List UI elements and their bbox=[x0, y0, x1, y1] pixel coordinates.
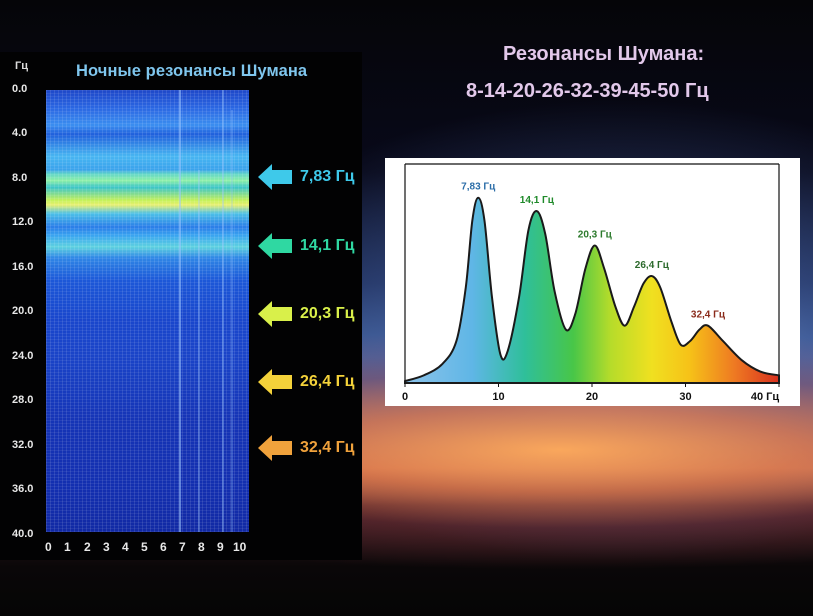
x-tick-label: 40 Гц bbox=[751, 391, 780, 403]
spectrum-peak-label: 32,4 Гц bbox=[691, 310, 726, 321]
spectrum-peak-label: 26,4 Гц bbox=[635, 260, 670, 271]
arrow-shaft bbox=[272, 238, 292, 253]
x-tick-label: 3 bbox=[103, 540, 110, 554]
x-tick-label: 10 bbox=[233, 540, 247, 554]
arrow-left-icon bbox=[258, 368, 272, 395]
y-tick-label: 32.0 bbox=[12, 439, 34, 451]
spectrogram-heatmap bbox=[46, 90, 249, 532]
frequency-arrow: 14,1 Гц bbox=[258, 232, 355, 259]
spectrogram-streak bbox=[179, 90, 181, 532]
spectrum-x-ticks: 0 10 20 30 40 Гц bbox=[402, 383, 780, 403]
y-tick-label: 12.0 bbox=[12, 216, 34, 228]
y-tick-label: 4.0 bbox=[12, 127, 28, 139]
x-tick-label: 6 bbox=[160, 540, 167, 554]
arrow-shaft bbox=[272, 441, 292, 456]
frequency-arrow-label: 20,3 Гц bbox=[300, 305, 355, 323]
x-tick-label: 10 bbox=[492, 391, 504, 403]
spectrum-chart: 7,83 Гц 14,1 Гц 20,3 Гц 26,4 Гц 32,4 Гц 0 10 2… bbox=[402, 163, 780, 403]
frequency-arrow-label: 26,4 Гц bbox=[300, 372, 355, 390]
spectrum-area bbox=[404, 196, 780, 384]
y-tick-label: 40.0 bbox=[12, 528, 34, 540]
arrow-shaft bbox=[272, 169, 292, 184]
x-tick-label: 1 bbox=[64, 540, 71, 554]
spectrogram-texture bbox=[46, 90, 249, 532]
frequency-arrow-label: 7,83 Гц bbox=[300, 167, 355, 185]
spectrogram-streak bbox=[231, 110, 233, 532]
arrow-shaft bbox=[272, 307, 292, 322]
spectrum-peak-label: 7,83 Гц bbox=[461, 182, 496, 193]
y-tick-label: 8.0 bbox=[12, 172, 28, 184]
arrow-left-icon bbox=[258, 163, 272, 190]
spectrogram-unit-label: Гц bbox=[15, 60, 28, 72]
frequency-arrow-label: 32,4 Гц bbox=[300, 439, 355, 457]
spectrum-peak-label: 14,1 Гц bbox=[520, 195, 555, 206]
y-tick-label: 20.0 bbox=[12, 305, 34, 317]
spectrogram-title: Ночные резонансы Шумана bbox=[76, 62, 308, 80]
headline-title: Резонансы Шумана: bbox=[503, 43, 705, 65]
x-tick-label: 5 bbox=[141, 540, 148, 554]
arrow-shaft bbox=[272, 374, 292, 389]
arrow-left-icon bbox=[258, 301, 272, 328]
x-tick-label: 0 bbox=[45, 540, 52, 554]
frequency-arrow: 32,4 Гц bbox=[258, 435, 355, 462]
x-tick-label: 8 bbox=[198, 540, 205, 554]
spectrum-chart-panel: 7,83 Гц 14,1 Гц 20,3 Гц 26,4 Гц 32,4 Гц 0 10 2… bbox=[385, 158, 800, 406]
x-tick-label: 7 bbox=[179, 540, 186, 554]
headline-frequencies: 8-14-20-26-32-39-45-50 Гц bbox=[466, 80, 709, 102]
frequency-arrow: 20,3 Гц bbox=[258, 301, 355, 328]
arrow-left-icon bbox=[258, 232, 272, 259]
x-tick-label: 2 bbox=[84, 540, 91, 554]
spectrum-peak-label: 20,3 Гц bbox=[578, 229, 613, 240]
spectrogram-streak bbox=[222, 90, 224, 532]
y-tick-label: 24.0 bbox=[12, 350, 34, 362]
x-tick-label: 20 bbox=[586, 391, 598, 403]
y-tick-label: 36.0 bbox=[12, 483, 34, 495]
y-tick-label: 16.0 bbox=[12, 261, 34, 273]
arrow-left-icon bbox=[258, 435, 272, 462]
frequency-arrow: 7,83 Гц bbox=[258, 163, 355, 190]
x-tick-label: 30 bbox=[679, 391, 691, 403]
frequency-arrow-label: 14,1 Гц bbox=[300, 236, 355, 254]
y-tick-label: 28.0 bbox=[12, 394, 34, 406]
x-tick-label: 0 bbox=[402, 391, 408, 403]
spectrum-peak-labels: 7,83 Гц 14,1 Гц 20,3 Гц 26,4 Гц 32,4 Гц bbox=[461, 182, 726, 321]
x-tick-label: 9 bbox=[217, 540, 224, 554]
frequency-arrow: 26,4 Гц bbox=[258, 368, 355, 395]
spectrogram-streak bbox=[198, 170, 200, 532]
x-tick-label: 4 bbox=[122, 540, 129, 554]
y-tick-label: 0.0 bbox=[12, 83, 28, 95]
